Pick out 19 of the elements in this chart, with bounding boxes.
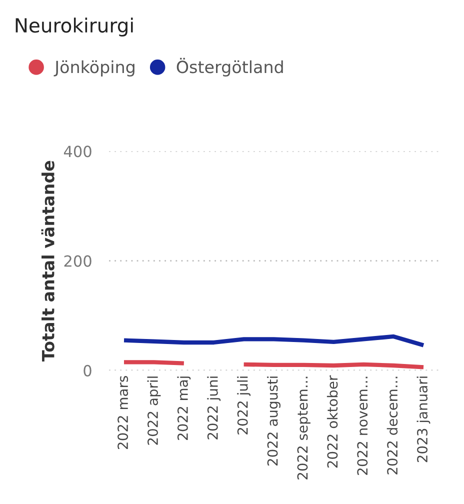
x-tick-label: 2022 april	[147, 376, 161, 445]
line-series	[122, 334, 426, 348]
legend-label: Östergötland	[176, 58, 283, 76]
y-axis-title: Totalt antal väntande	[41, 160, 54, 362]
y-tick-label: 400	[64, 146, 92, 158]
x-tick-label: 2023 januari	[416, 376, 430, 462]
x-tick-label: 2022 septem...	[297, 376, 310, 480]
x-tick-label: 2022 juni	[207, 376, 221, 440]
x-tick-label: 2022 novem...	[357, 376, 368, 475]
chart-title: Neurokirurgi	[16, 18, 133, 36]
x-tick-label: 2022 augusti	[267, 376, 280, 466]
legend-label: Jönköping	[54, 60, 134, 76]
x-tick-label: 2022 juli	[237, 376, 251, 434]
x-tick-label: 2022 mars	[118, 376, 128, 450]
y-tick-label: 200	[64, 255, 92, 267]
x-tick-label: 2022 decem...	[386, 376, 398, 474]
x-tick-label: 2022 oktober	[326, 375, 338, 468]
x-tick-label: 2022 maj	[177, 376, 191, 440]
y-tick-label: 0	[84, 364, 92, 376]
